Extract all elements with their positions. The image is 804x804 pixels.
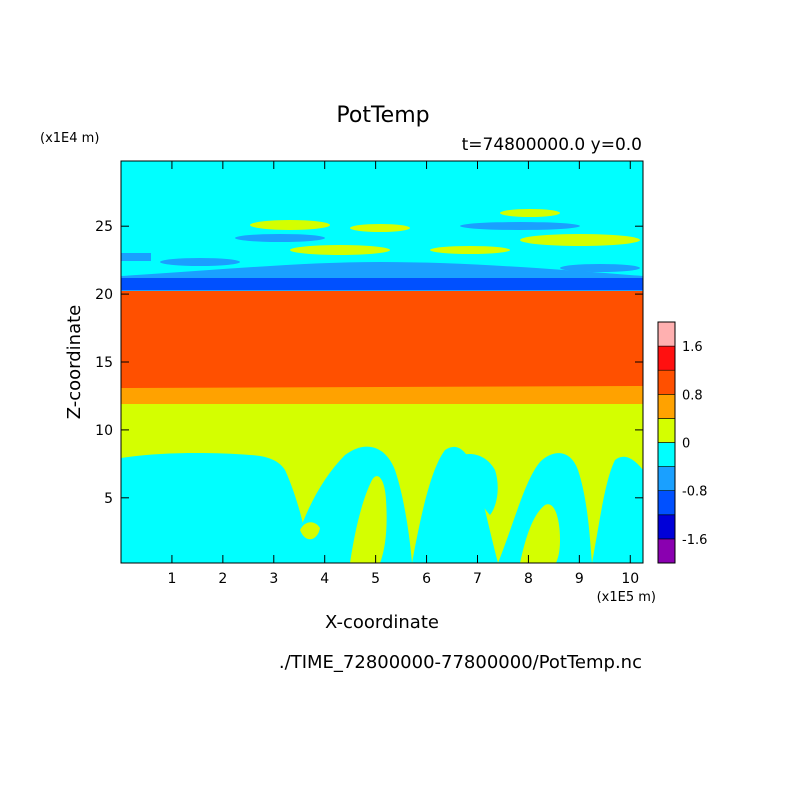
field-red-orange-layer bbox=[121, 291, 643, 390]
y-axis-label: Z-coordinate bbox=[64, 305, 85, 420]
y-axis: 5 10 15 20 25 bbox=[95, 219, 643, 507]
colorbar-tick-label: -1.6 bbox=[682, 533, 707, 548]
colorbar-tick-label: -0.8 bbox=[682, 485, 707, 500]
y-tick-label: 5 bbox=[104, 491, 113, 507]
y-tick-label: 25 bbox=[95, 219, 113, 235]
field-yellow-streak-4 bbox=[520, 234, 640, 246]
x-tick-label: 2 bbox=[218, 571, 227, 587]
colorbar-tick-label: 1.6 bbox=[682, 340, 703, 355]
x-tick-label: 5 bbox=[371, 571, 380, 587]
y-tick-label: 10 bbox=[95, 423, 113, 439]
x-tick-label: 1 bbox=[167, 571, 176, 587]
colorbar-swatch bbox=[657, 321, 676, 347]
x-axis-label: X-coordinate bbox=[325, 612, 439, 633]
y-unit-label: (x1E4 m) bbox=[40, 131, 99, 146]
field-orange-band bbox=[121, 386, 643, 405]
y-tick-label: 20 bbox=[95, 287, 113, 303]
x-tick-label: 9 bbox=[575, 571, 584, 587]
x-unit-label: (x1E5 m) bbox=[597, 590, 656, 605]
field-lower-cyan-gap bbox=[452, 454, 498, 515]
file-path-label: ./TIME_72800000-77800000/PotTemp.nc bbox=[279, 652, 642, 673]
colorbar: -1.6 -0.8 0 0.8 1.6 bbox=[657, 321, 707, 564]
colorbar-swatch bbox=[657, 393, 676, 419]
field-blue-streak-4 bbox=[160, 258, 240, 266]
x-tick-label: 10 bbox=[621, 571, 639, 587]
colorbar-swatch bbox=[657, 466, 676, 492]
field-lower-cyan-2 bbox=[121, 470, 290, 563]
field-lower-cyan-6 bbox=[592, 456, 643, 563]
y-tick-label: 15 bbox=[95, 355, 113, 371]
colorbar-swatch bbox=[657, 345, 676, 371]
field-blue-streak-1 bbox=[235, 234, 325, 242]
field-dark-blue-band-2 bbox=[121, 253, 151, 261]
colorbar-frame bbox=[657, 321, 676, 564]
x-tick-label: 4 bbox=[320, 571, 329, 587]
field-yellow-streak-2 bbox=[350, 224, 410, 232]
field-blue-streak-3 bbox=[560, 264, 640, 272]
plot-area bbox=[121, 161, 643, 563]
colorbar-tick-label: 0.8 bbox=[682, 388, 703, 403]
x-tick-label: 3 bbox=[269, 571, 278, 587]
field-yellow-streak-3 bbox=[500, 209, 560, 217]
colorbar-swatch bbox=[657, 490, 676, 516]
colorbar-swatch bbox=[657, 418, 676, 443]
x-tick-label: 8 bbox=[524, 571, 533, 587]
chart-title: PotTemp bbox=[336, 103, 429, 128]
colorbar-swatch bbox=[657, 442, 676, 467]
field-lower-yellow-tongue-2 bbox=[520, 504, 560, 563]
x-tick-label: 6 bbox=[422, 571, 431, 587]
field-dark-blue-band bbox=[121, 278, 643, 290]
field-yellow-streak-1 bbox=[250, 220, 330, 230]
x-axis: 1 2 3 4 5 6 7 8 9 10 bbox=[167, 161, 639, 587]
field-blue-streak-2 bbox=[460, 222, 580, 230]
field-lower-yellow-tongue-1 bbox=[350, 476, 387, 563]
field-yellow-streak-5 bbox=[290, 245, 390, 255]
x-tick-label: 7 bbox=[473, 571, 482, 587]
colorbar-tick-label: 0 bbox=[682, 437, 690, 452]
chart-subtitle: t=74800000.0 y=0.0 bbox=[462, 135, 642, 155]
colorbar-swatch bbox=[657, 514, 676, 540]
colorbar-swatch bbox=[657, 369, 676, 395]
colorbar-swatch bbox=[657, 538, 676, 564]
field-lower-yellow-tongue-3 bbox=[300, 522, 320, 540]
field-yellow-streak-6 bbox=[430, 246, 510, 254]
